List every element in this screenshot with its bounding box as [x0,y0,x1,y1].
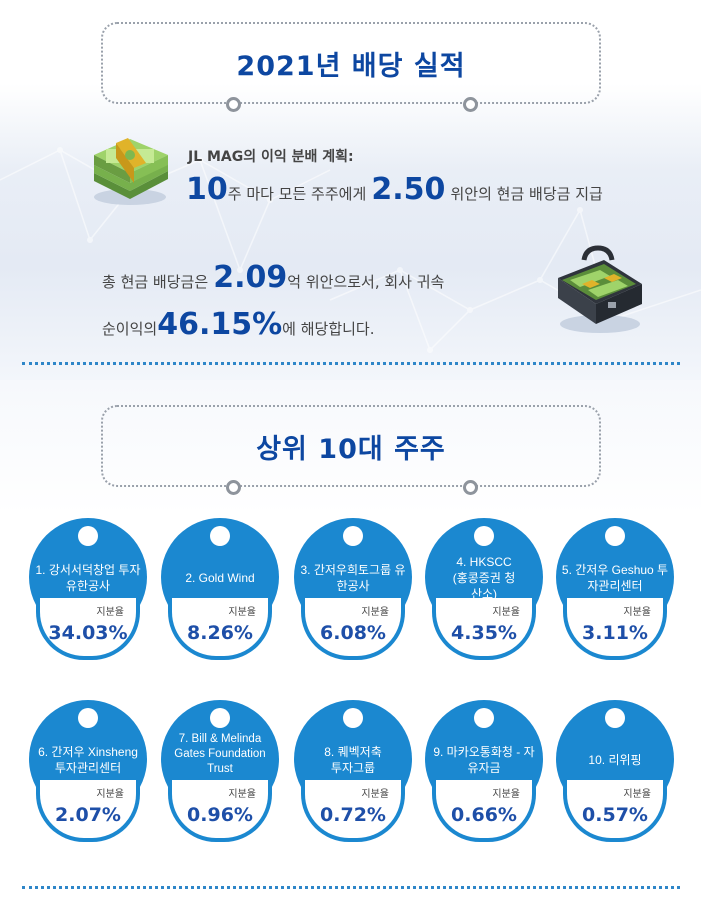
dividend-title-frame: 2021년 배당 실적 [101,22,601,104]
shares-value: 10 [186,172,228,207]
total-line: 총 현금 배당금은 2.09억 위안으로서, 회사 귀속 [102,260,444,295]
ratio-post-text: 에 해당합니다. [282,320,375,338]
share-value: 3.11% [582,622,648,644]
section-divider-bottom [22,886,680,889]
shareholder-card-9: 9. 마카오통화청 - 자유자금 지분율 0.66% [425,700,543,845]
shareholder-card-8: 8. 퀘벡저축 투자그룹 지분율 0.72% [294,700,412,845]
share-label: 지분율 [96,607,124,618]
shareholder-name: 1. 강서서덕창업 투자유한공사 [35,563,141,593]
shareholder-name: 7. Bill & Melinda Gates Foundation Trust [174,732,266,775]
section-divider-top [22,362,680,365]
ratio-value: 46.15% [157,307,283,342]
shareholder-card-6: 6. 간저우 Xinsheng 투자관리센터 지분율 2.07% [29,700,147,845]
plan-label: JL MAG의 이익 분배 계획: [188,149,354,165]
share-label: 지분율 [492,607,520,618]
shareholder-card-4: 4. HKSCC (홍콩증권 청산소) 지분율 4.35% [425,518,543,663]
shareholder-card-2: 2. Gold Wind 지분율 8.26% [161,518,279,663]
plan-line: 10주 마다 모든 주주에게 2.50 위안의 현금 배당금 지급 [186,172,603,207]
share-label: 지분율 [492,789,520,800]
shareholder-name: 5. 간저우 Geshuo 투자관리센터 [561,563,669,593]
frame-ring-left [226,97,241,112]
share-label: 지분율 [228,789,256,800]
shareholder-name: 8. 퀘벡저축 투자그룹 [324,745,382,775]
share-value: 6.08% [320,622,386,644]
share-value: 4.35% [451,622,517,644]
shareholder-name: 3. 간저우희토그룹 유한공사 [300,563,406,593]
shareholder-name: 2. Gold Wind [185,571,255,585]
share-value: 0.96% [187,804,253,826]
frame-ring-left [226,480,241,495]
shareholder-name: 6. 간저우 Xinsheng 투자관리센터 [38,745,138,775]
money-briefcase-icon [558,245,642,333]
plan-end-text: 위안의 현금 배당금 지급 [450,185,603,203]
shareholder-card-7: 7. Bill & Melinda Gates Foundation Trust… [161,700,279,845]
cash-stack-icon [94,138,168,205]
frame-ring-right [463,97,478,112]
total-post-text: 억 위안으로서, 회사 귀속 [287,273,445,291]
share-value: 34.03% [48,622,128,644]
total-value: 2.09 [213,260,288,295]
share-value: 8.26% [187,622,253,644]
share-label: 지분율 [96,789,124,800]
share-label: 지분율 [361,789,389,800]
share-label: 지분율 [623,607,651,618]
share-label: 지분율 [623,789,651,800]
ratio-pre-text: 순이익의 [102,320,158,338]
share-label: 지분율 [228,607,256,618]
share-value: 2.07% [55,804,121,826]
frame-ring-right [463,480,478,495]
share-value: 0.66% [451,804,517,826]
shareholder-name: 9. 마카오통화청 - 자유자금 [433,745,535,775]
shareholder-card-1: 1. 강서서덕창업 투자유한공사 지분율 34.03% [29,518,147,663]
shareholder-card-5: 5. 간저우 Geshuo 투자관리센터 지분율 3.11% [556,518,674,663]
shareholders-title-frame: 상위 10대 주주 [101,405,601,487]
share-value: 0.57% [582,804,648,826]
share-label: 지분율 [361,607,389,618]
share-value: 0.72% [320,804,386,826]
ratio-line: 순이익의46.15%에 해당합니다. [102,307,375,342]
shareholder-card-3: 3. 간저우희토그룹 유한공사 지분율 6.08% [294,518,412,663]
shareholders-title: 상위 10대 주주 [256,433,446,465]
dividend-title: 2021년 배당 실적 [236,50,466,82]
plan-mid-text: 주 마다 모든 주주에게 [227,185,367,203]
shareholder-name: 4. HKSCC (홍콩증권 청산소) [452,555,516,601]
shareholder-card-10: 10. 리위핑 지분율 0.57% [556,700,674,845]
dividend-amount: 2.50 [371,172,446,207]
total-pre-text: 총 현금 배당금은 [102,273,209,291]
shareholder-name: 10. 리위핑 [588,753,642,767]
